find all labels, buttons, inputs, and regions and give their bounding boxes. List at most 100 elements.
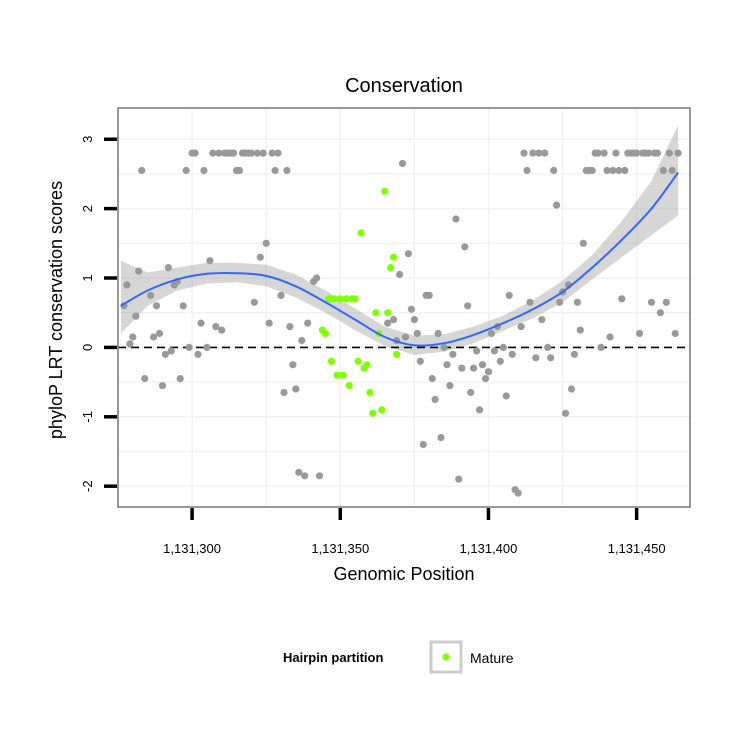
data-point-other [304,319,312,327]
data-point-other [253,149,261,157]
data-point-other [532,354,540,362]
panel-border [117,107,691,508]
data-point-other [621,166,629,175]
data-point-other [520,149,528,157]
data-point-other [413,329,421,338]
data-point-other [212,323,220,331]
data-point-other [138,166,146,175]
data-point-other [206,257,214,265]
data-point-other [132,312,140,320]
data-point-other [150,333,158,341]
data-point-other [256,253,264,261]
data-point-other [636,329,644,338]
data-point-other [164,264,172,272]
data-point-mature [336,295,344,303]
data-point-mature [354,357,362,365]
data-point-other [197,319,205,327]
data-point-other [147,291,155,299]
data-point-other [481,375,490,383]
data-point-other [665,149,673,157]
data-point-other [235,166,244,175]
data-point-other [185,343,193,351]
data-point-other [570,350,579,358]
data-point-other [437,434,445,442]
data-point-other [458,364,466,372]
smooth-line-layer [120,171,679,347]
data-point-other [396,270,404,279]
data-point-other [529,149,537,157]
data-point-other [502,392,510,400]
data-point-other [576,326,584,334]
smooth-line [120,171,679,347]
data-point-other [606,333,614,341]
data-point-other [662,298,670,306]
data-point-other [176,375,184,383]
legend: Hairpin partition Mature [283,640,514,674]
data-point-other [573,298,582,306]
data-point-other [416,357,424,365]
data-point-mature [372,309,380,317]
data-point-other [523,166,531,175]
data-point-other [265,319,273,327]
data-point-other [556,298,564,306]
data-point-other [508,350,516,358]
data-point-other [280,388,288,397]
data-point-other [478,361,487,369]
data-point-other [161,350,169,358]
data-point-mature [378,406,386,414]
data-point-other [407,305,415,313]
data-point-mature [345,382,353,390]
data-point-other [191,149,199,157]
data-point-other [535,149,543,157]
data-point-other [653,149,662,157]
legend-mature-swatch [442,653,450,661]
data-point-other [250,298,258,306]
data-point-other [647,298,656,306]
data-point-mature [390,253,398,261]
data-point-other [656,309,665,317]
data-point-mature [357,229,365,237]
data-point-other [567,385,576,393]
data-point-other [594,149,602,157]
data-point-other [384,319,392,327]
data-point-other [209,149,217,157]
data-point-other [167,347,175,355]
data-point-other [609,166,617,175]
data-point-mature [366,388,374,397]
data-point-other [668,166,676,175]
data-point-other [470,364,478,372]
data-point-other [550,166,558,175]
data-point-other [129,333,137,341]
data-point-other [410,316,418,324]
data-point-other [440,343,448,351]
data-point-other [505,291,513,299]
data-point-other [292,385,300,393]
data-point-other [514,489,522,497]
data-point-other [490,347,498,355]
data-point-other [588,166,596,175]
x-tick-label: 1,131,450 [608,541,666,556]
legend-title: Hairpin partition [283,650,383,665]
data-point-other [425,291,433,299]
data-point-other [182,166,190,175]
data-point-other [461,243,469,251]
data-point-other [289,361,297,369]
data-point-other [464,302,472,310]
data-point-other [123,281,131,289]
data-point-other [274,149,282,157]
data-point-other [313,274,321,282]
data-point-other [633,149,641,157]
data-point-other [179,302,187,310]
data-point-other [517,323,525,331]
data-point-other [200,166,208,175]
data-point-other [158,382,167,390]
x-axis: 1,131,300 1,131,350 1,131,400 1,131,450 [163,508,666,556]
y-axis: -2 -1 0 1 2 3 [80,136,117,492]
data-point-other [428,375,436,383]
data-point-other [286,323,294,331]
data-point-other [644,149,653,157]
data-point-mature [342,295,350,303]
data-point-mature [387,264,395,272]
data-point-other [398,159,407,168]
